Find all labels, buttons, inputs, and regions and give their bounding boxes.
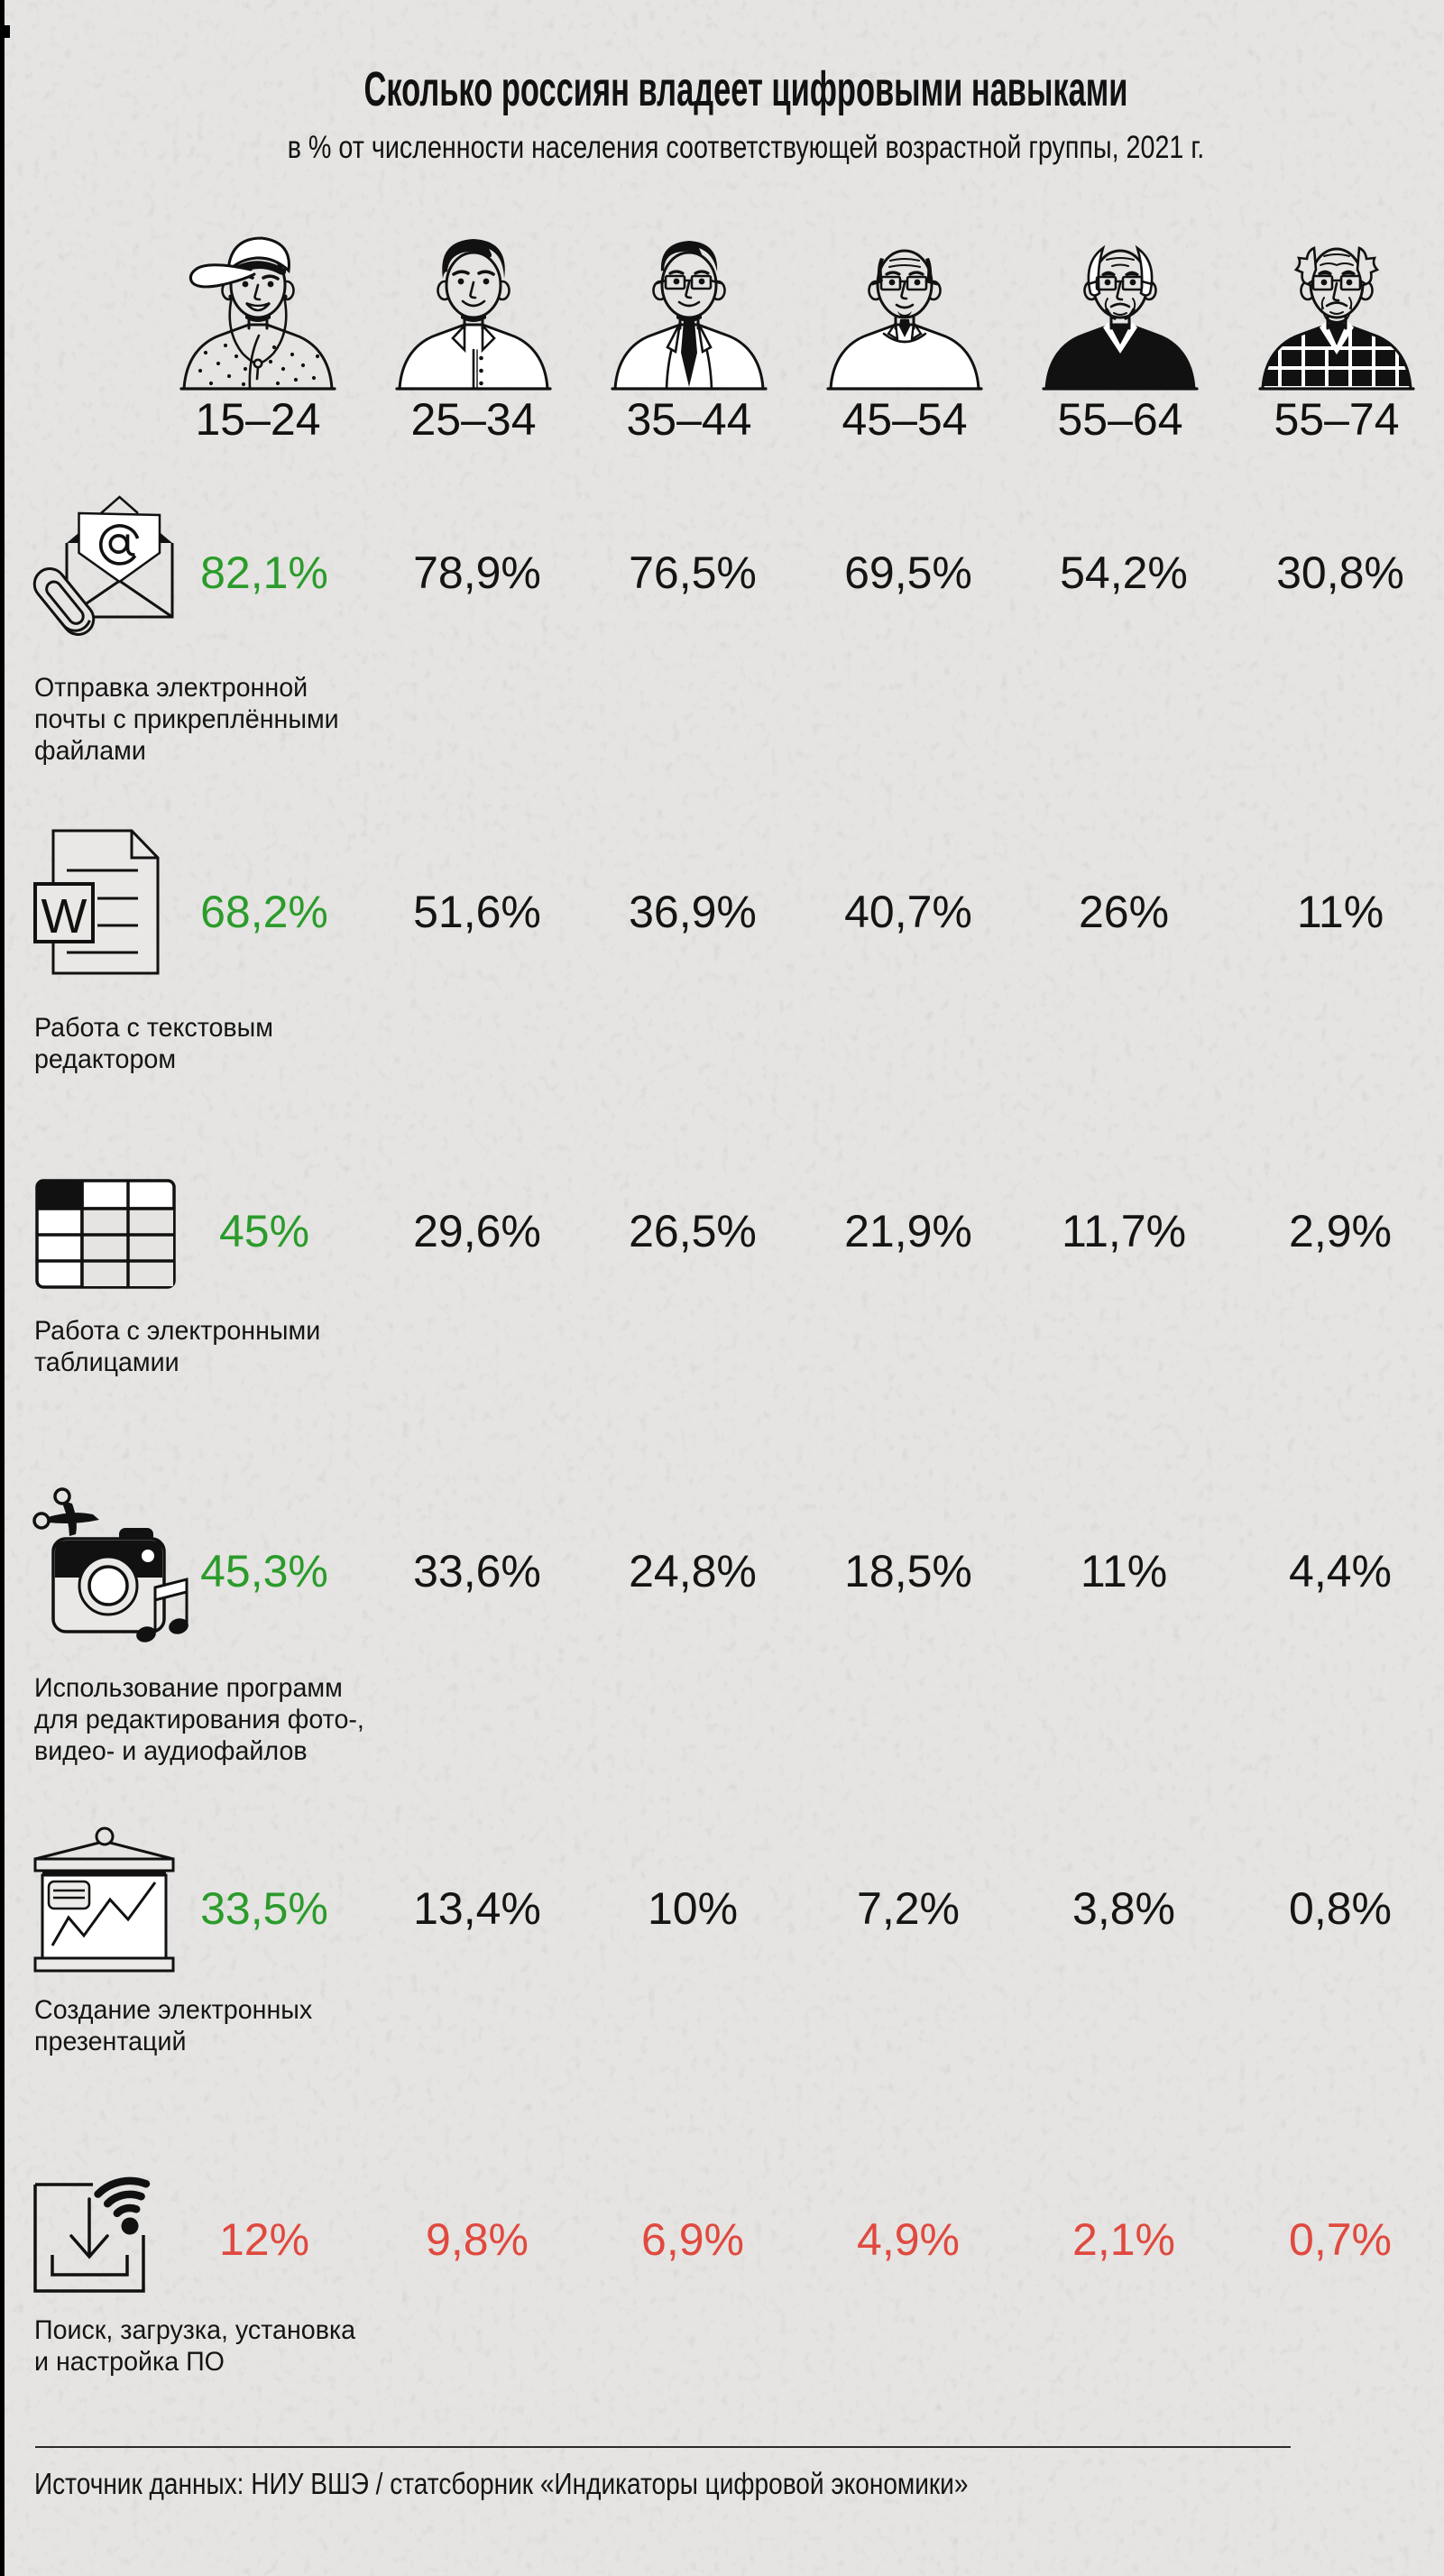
svg-text:W: W <box>41 889 87 943</box>
